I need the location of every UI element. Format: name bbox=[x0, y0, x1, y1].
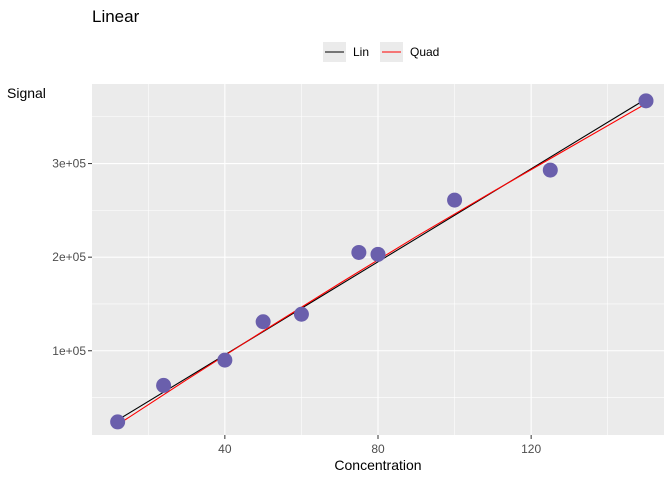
data-point bbox=[156, 377, 172, 393]
data-point bbox=[542, 162, 558, 178]
x-tick-label: 40 bbox=[218, 442, 232, 456]
data-point bbox=[638, 93, 654, 109]
legend-label-lin: Lin bbox=[353, 45, 369, 59]
data-point bbox=[370, 246, 386, 262]
legend: Lin Quad bbox=[323, 42, 439, 62]
chart-title: Linear bbox=[92, 7, 140, 26]
data-point bbox=[217, 352, 233, 368]
x-axis-title: Concentration bbox=[334, 457, 421, 473]
x-tick-label: 80 bbox=[371, 442, 385, 456]
y-tick-label: 3e+05 bbox=[52, 157, 86, 171]
data-point bbox=[293, 306, 309, 322]
y-tick-label: 2e+05 bbox=[52, 250, 86, 264]
data-point bbox=[255, 314, 271, 330]
y-tick-label: 1e+05 bbox=[52, 344, 86, 358]
grid-major bbox=[92, 84, 664, 435]
data-point bbox=[447, 192, 463, 208]
y-axis-title: Signal bbox=[7, 85, 46, 101]
data-marks bbox=[110, 93, 654, 430]
data-point bbox=[110, 414, 126, 430]
data-point bbox=[351, 244, 367, 260]
x-tick-label: 120 bbox=[521, 442, 541, 456]
axes: 40 80 120 1e+05 2e+05 3e+05 bbox=[52, 157, 541, 456]
legend-label-quad: Quad bbox=[410, 45, 439, 59]
